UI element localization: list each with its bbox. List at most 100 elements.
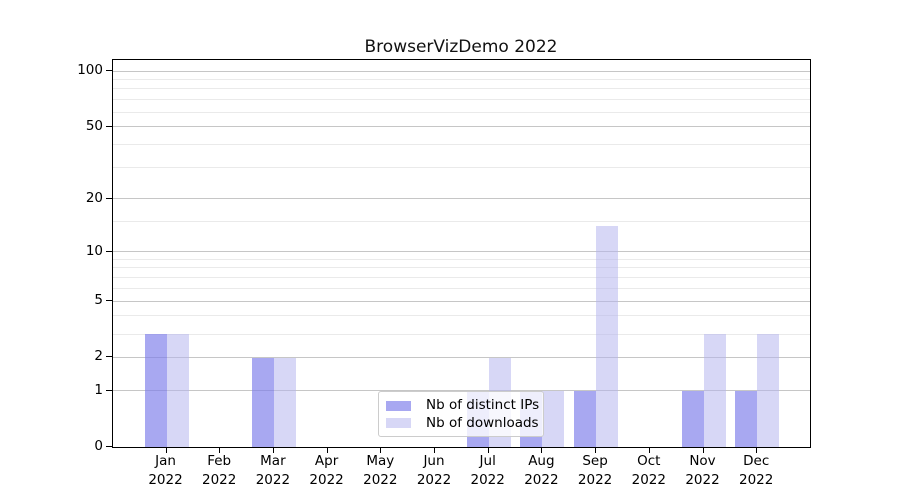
legend-label-downloads: Nb of downloads — [426, 414, 539, 431]
chart-title: BrowserVizDemo 2022 — [364, 37, 558, 57]
x-tick-year: 2022 — [416, 472, 452, 488]
bar-distinct-ips-mar — [251, 357, 274, 447]
x-tick-mark-apr — [326, 447, 328, 453]
gridline-minor-7 — [113, 277, 810, 279]
y-tick-mark-5 — [106, 300, 112, 302]
gridline-minor-80 — [113, 88, 810, 90]
x-tick-mark-oct — [648, 447, 650, 453]
x-tick-month: Mar — [260, 453, 286, 469]
gridline-minor-60 — [113, 111, 810, 113]
gridline-20 — [113, 198, 810, 200]
x-tick-mark-mar — [272, 447, 274, 453]
gridline-minor-40 — [113, 143, 810, 145]
bar-distinct-ips-sep — [574, 390, 597, 447]
y-tick-mark-0 — [106, 446, 112, 447]
x-tick-month: Apr — [314, 453, 339, 469]
legend-item-downloads: Nb of downloads — [386, 415, 539, 432]
plot-area — [112, 59, 811, 448]
x-tick-year: 2022 — [363, 472, 398, 488]
x-tick-month: Aug — [528, 453, 555, 469]
x-tick-year: 2022 — [524, 472, 559, 488]
x-tick-year: 2022 — [148, 472, 183, 488]
gridline-minor-9 — [113, 258, 810, 260]
bar-distinct-ips-dec — [735, 390, 758, 447]
bar-downloads-nov — [703, 334, 726, 447]
legend: Nb of distinct IPs Nb of downloads — [378, 391, 544, 437]
bar-downloads-aug — [542, 390, 565, 447]
x-tick-month: Jan — [155, 453, 176, 469]
x-tick-year: 2022 — [631, 472, 666, 488]
x-tick-label-jul: Jul 2022 — [471, 452, 505, 490]
y-tick-label-10: 10 — [85, 242, 103, 259]
x-tick-year: 2022 — [685, 472, 720, 488]
gridline-minor-30 — [113, 166, 810, 168]
x-tick-month: Nov — [689, 453, 716, 469]
x-tick-year: 2022 — [739, 472, 774, 488]
x-tick-label-jan: Jan 2022 — [148, 452, 182, 490]
y-tick-mark-10 — [106, 250, 112, 252]
x-tick-year: 2022 — [255, 472, 291, 488]
y-tick-label-2: 2 — [94, 348, 103, 365]
gridline-minor-4 — [113, 315, 810, 317]
legend-label-distinct-ips: Nb of distinct IPs — [426, 397, 540, 414]
gridline-100 — [113, 70, 810, 72]
gridline-minor-15 — [113, 220, 810, 222]
x-tick-label-mar: Mar 2022 — [256, 452, 290, 490]
gridline-5 — [113, 300, 810, 302]
x-tick-label-jun: Jun 2022 — [417, 452, 451, 490]
x-tick-mark-nov — [702, 447, 704, 453]
x-tick-month: May — [366, 453, 395, 469]
x-tick-mark-jul — [487, 447, 489, 453]
x-tick-mark-jan — [165, 447, 167, 453]
x-tick-label-dec: Dec 2022 — [739, 452, 773, 490]
gridline-2 — [113, 356, 810, 358]
bar-distinct-ips-jan — [144, 334, 167, 447]
gridline-minor-8 — [113, 267, 810, 269]
x-tick-month: Sep — [582, 453, 608, 469]
gridline-minor-70 — [113, 99, 810, 101]
bar-downloads-sep — [596, 226, 619, 447]
y-tick-label-100: 100 — [77, 62, 103, 78]
x-tick-mark-dec — [756, 447, 758, 453]
x-tick-month: Jun — [423, 453, 445, 469]
x-tick-month: Dec — [743, 453, 770, 469]
x-tick-month: Oct — [637, 453, 661, 469]
gridline-1 — [113, 390, 810, 392]
x-tick-mark-may — [380, 447, 382, 453]
x-tick-year: 2022 — [202, 472, 237, 488]
x-tick-mark-jun — [434, 447, 435, 453]
y-tick-mark-100 — [106, 70, 112, 71]
x-tick-label-apr: Apr 2022 — [309, 452, 343, 490]
x-tick-label-nov: Nov 2022 — [685, 452, 719, 490]
y-tick-mark-20 — [106, 197, 112, 199]
x-tick-label-sep: Sep 2022 — [578, 452, 612, 490]
y-tick-label-20: 20 — [85, 189, 103, 206]
y-tick-label-1: 1 — [94, 381, 103, 398]
y-tick-mark-50 — [106, 125, 112, 127]
y-tick-mark-1 — [106, 389, 112, 391]
x-tick-year: 2022 — [470, 472, 505, 488]
y-tick-label-0: 0 — [94, 438, 103, 454]
y-tick-label-5: 5 — [94, 292, 103, 309]
x-tick-label-oct: Oct 2022 — [632, 452, 666, 490]
gridline-minor-3 — [113, 333, 810, 335]
gridline-minor-90 — [113, 78, 810, 80]
legend-item-distinct-ips: Nb of distinct IPs — [386, 397, 539, 414]
bar-distinct-ips-nov — [681, 390, 704, 447]
x-tick-mark-aug — [541, 447, 543, 453]
x-tick-label-feb: Feb 2022 — [202, 452, 236, 490]
x-tick-label-aug: Aug 2022 — [524, 452, 558, 490]
y-tick-label-50: 50 — [85, 117, 103, 134]
bar-downloads-mar — [273, 357, 296, 447]
y-tick-mark-2 — [106, 356, 112, 358]
gridline-10 — [113, 251, 810, 253]
bar-downloads-dec — [757, 334, 780, 447]
legend-swatch-downloads — [386, 418, 411, 429]
bar-downloads-jan — [166, 334, 189, 447]
x-tick-label-may: May 2022 — [363, 452, 397, 490]
gridline-minor-6 — [113, 287, 810, 289]
x-tick-mark-feb — [219, 447, 221, 453]
x-tick-month: Jul — [479, 453, 496, 469]
x-tick-mark-sep — [595, 447, 597, 453]
